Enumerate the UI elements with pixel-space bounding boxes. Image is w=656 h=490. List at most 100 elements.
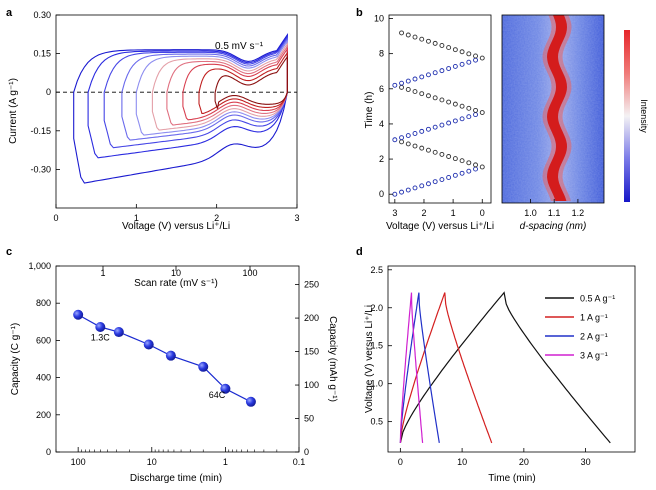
time-point (412, 34, 418, 40)
time-point (446, 175, 452, 180)
x-tick-label: 1 (134, 213, 139, 223)
time-point (392, 191, 398, 197)
time-point (439, 151, 445, 157)
time-point (405, 141, 411, 147)
time-point (459, 158, 465, 164)
y-tick-label: 1,000 (28, 261, 51, 271)
x-tick-label: 1 (451, 208, 456, 218)
x-tick-label: 0 (398, 457, 403, 467)
time-point (419, 128, 425, 134)
legend-label: 3 A g⁻¹ (580, 351, 608, 361)
x-tick-label: 0 (480, 208, 485, 218)
time-point (426, 147, 431, 153)
panel-c-ylabel: Capacity (C g⁻¹) (10, 323, 21, 396)
capacity-point (73, 309, 84, 320)
time-point (412, 76, 418, 82)
panel-b-heatmap: 1.0 1.1 1.2 d-spacing (nm) Intensity (501, 14, 649, 232)
time-point (432, 70, 438, 76)
x-tick-label: 20 (519, 457, 529, 467)
right-y-tick-label: 50 (304, 414, 314, 424)
gcd-curve-2 (399, 292, 493, 444)
heatmap-ridge (547, 15, 567, 201)
colorbar-label: Intensity (639, 99, 649, 133)
time-point (479, 164, 485, 170)
x-tick-label: 1.0 (524, 208, 537, 218)
right-y-tick-label: 200 (304, 313, 319, 323)
time-point (405, 87, 411, 92)
y-tick-label: 4 (379, 119, 384, 129)
legend-label: 0.5 A g⁻¹ (580, 294, 615, 304)
y-tick-label: 800 (36, 298, 51, 308)
x-tick-label: 2 (421, 208, 426, 218)
y-tick-label: 0 (46, 447, 51, 457)
y-tick-label: 200 (36, 410, 51, 420)
x-tick-label: 100 (71, 457, 86, 467)
cv-curve-4 (121, 37, 288, 141)
time-point (452, 47, 458, 53)
panel-b-left-points (392, 30, 485, 197)
time-point (405, 78, 411, 84)
panel-d-ticks: 0 10 20 30 0.5 1.0 1.5 2.0 2.5 (370, 265, 590, 467)
x-tick-label: 1.2 (572, 208, 585, 218)
panel-d-legend: 0.5 A g⁻¹ 1 A g⁻¹ 2 A g⁻¹ 3 A g⁻¹ (545, 294, 615, 361)
capacity-point (198, 361, 209, 372)
time-point (459, 116, 465, 122)
time-point (446, 99, 452, 105)
y-tick-label: 1.5 (370, 341, 383, 351)
panel-c-ticks: 100 10 1 0.102004006008001,0000501001502002… (28, 261, 319, 467)
time-point (479, 55, 485, 61)
panel-b-left-xlabel: Voltage (V) versus Li⁺/Li (386, 221, 494, 232)
time-point (426, 72, 431, 78)
x-tick-label: 30 (581, 457, 591, 467)
time-point (473, 166, 478, 172)
time-point (419, 91, 425, 97)
capacity-point (245, 396, 256, 407)
time-point (412, 131, 418, 136)
y-tick-label: -0.30 (30, 164, 51, 174)
time-point (452, 63, 458, 69)
panel-b-right-xlabel: d-spacing (nm) (520, 221, 587, 232)
right-y-tick-label: 250 (304, 280, 319, 290)
time-point (405, 32, 411, 38)
panel-d-ylabel: Voltage (V) versus Li⁺/Li (364, 305, 375, 413)
panel-a-frame (55, 14, 298, 209)
time-point (439, 97, 445, 103)
panel-d-curves (399, 291, 611, 444)
y-tick-label: 0.5 (370, 417, 383, 427)
x-tick-label: 3 (392, 208, 397, 218)
panel-d-xlabel: Time (min) (488, 473, 535, 484)
legend-label: 1 A g⁻¹ (580, 313, 608, 323)
time-point (439, 122, 445, 128)
time-point (419, 183, 425, 189)
panel-d-gcd-plot: 0 10 20 30 0.5 1.0 1.5 2.0 2.5 0.5 A g⁻¹ 1 A g⁻¹ 2… (364, 265, 636, 484)
time-point (405, 187, 411, 193)
x-tick-label: 10 (147, 457, 157, 467)
time-point (466, 168, 472, 174)
time-point (426, 126, 431, 132)
time-point (446, 66, 452, 71)
time-point (479, 110, 485, 115)
time-point (452, 172, 458, 178)
x-tick-label: 10 (457, 457, 467, 467)
time-point (473, 53, 478, 59)
time-point (466, 160, 472, 166)
x-tick-label: 1 (223, 457, 228, 467)
gcd-curve-4 (399, 292, 424, 443)
panel-a-curves (56, 33, 297, 184)
time-point (399, 84, 405, 90)
top-tick-label: 1 (100, 268, 105, 278)
time-point (439, 177, 445, 183)
y-tick-label: -0.15 (30, 126, 51, 136)
panel-c-letter: c (6, 246, 12, 258)
time-point (473, 112, 478, 118)
top-tick-label: 10 (171, 268, 181, 278)
time-point (399, 189, 405, 195)
time-point (452, 118, 458, 124)
panel-c-xlabel: Discharge time (min) (130, 473, 222, 484)
colorbar (624, 30, 630, 202)
y-tick-label: 400 (36, 373, 51, 383)
panel-b-left-frame (388, 14, 492, 204)
panel-a-xlabel: Voltage (V) versus Li⁺/Li (122, 221, 230, 232)
